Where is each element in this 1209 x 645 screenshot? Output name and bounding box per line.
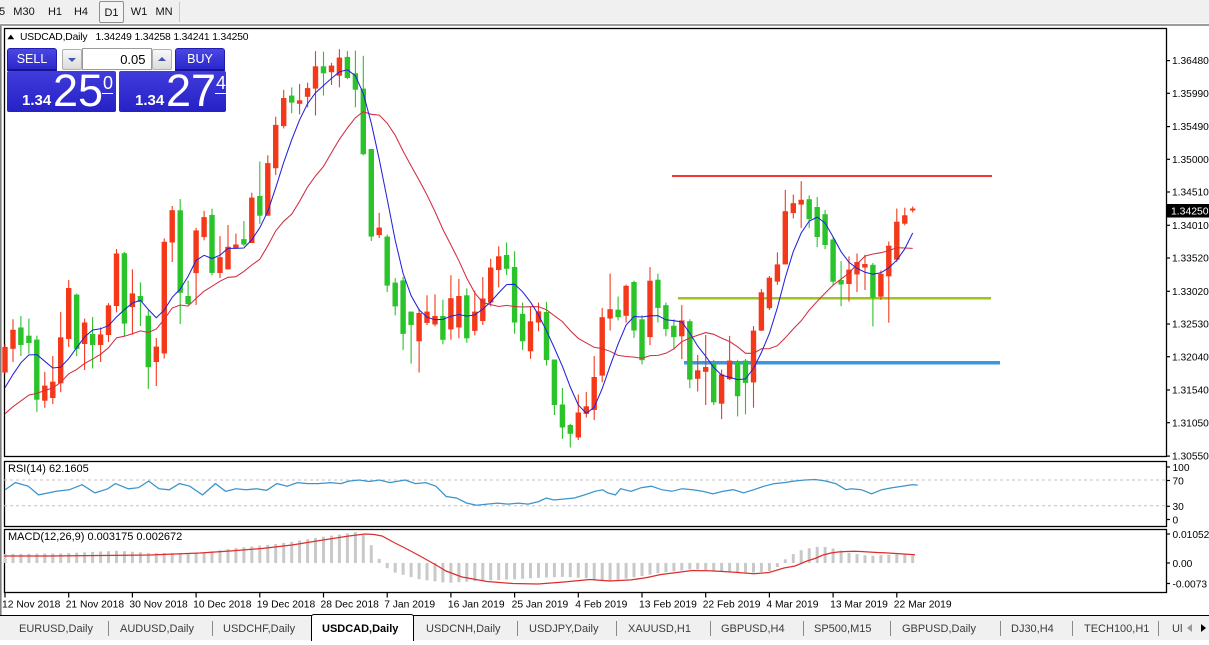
svg-text:30: 30 [1173,502,1185,513]
svg-text:1.31050: 1.31050 [1172,418,1209,429]
svg-text:MACD(12,26,9) 0.003175 0.00267: MACD(12,26,9) 0.003175 0.002672 [8,531,182,543]
svg-text:1.34250: 1.34250 [1171,207,1209,218]
svg-text:4 Feb 2019: 4 Feb 2019 [575,600,627,611]
svg-text:1.30550: 1.30550 [1172,452,1209,463]
svg-text:12 Nov 2018: 12 Nov 2018 [2,600,61,611]
svg-text:1.31540: 1.31540 [1172,386,1209,397]
svg-text:1.33020: 1.33020 [1172,287,1209,298]
svg-text:0: 0 [1173,515,1179,526]
svg-text:13 Mar 2019: 13 Mar 2019 [830,600,888,611]
svg-text:25 Jan 2019: 25 Jan 2019 [512,600,569,611]
svg-text:1.34510: 1.34510 [1172,188,1209,199]
svg-text:1.35000: 1.35000 [1172,155,1209,166]
svg-text:1.36480: 1.36480 [1172,56,1209,67]
svg-text:30 Nov 2018: 30 Nov 2018 [129,600,188,611]
svg-text:22 Feb 2019: 22 Feb 2019 [703,600,761,611]
svg-text:10 Dec 2018: 10 Dec 2018 [193,600,252,611]
svg-text:0.010525: 0.010525 [1173,530,1209,541]
svg-text:13 Feb 2019: 13 Feb 2019 [639,600,697,611]
svg-text:-0.0073: -0.0073 [1173,579,1208,590]
svg-text:1.35990: 1.35990 [1172,89,1209,100]
svg-text:1.32040: 1.32040 [1172,352,1209,363]
svg-text:28 Dec 2018: 28 Dec 2018 [321,600,380,611]
svg-text:7 Jan 2019: 7 Jan 2019 [384,600,435,611]
svg-text:1.35490: 1.35490 [1172,122,1209,133]
svg-text:16 Jan 2019: 16 Jan 2019 [448,600,505,611]
svg-text:19 Dec 2018: 19 Dec 2018 [257,600,316,611]
svg-text:22 Mar 2019: 22 Mar 2019 [894,600,952,611]
svg-text:1.32530: 1.32530 [1172,320,1209,331]
svg-text:100: 100 [1173,463,1190,474]
svg-text:1.33520: 1.33520 [1172,254,1209,265]
svg-text:1.34010: 1.34010 [1172,221,1209,232]
svg-text:RSI(14) 62.1605: RSI(14) 62.1605 [8,463,89,475]
svg-text:USDCAD,Daily 1.34249 1.34258: USDCAD,Daily 1.34249 1.34258 1.34241 1.3… [20,32,249,43]
svg-text:0.00: 0.00 [1173,559,1193,570]
svg-text:21 Nov 2018: 21 Nov 2018 [66,600,125,611]
svg-text:4 Mar 2019: 4 Mar 2019 [766,600,818,611]
svg-text:70: 70 [1173,476,1185,487]
